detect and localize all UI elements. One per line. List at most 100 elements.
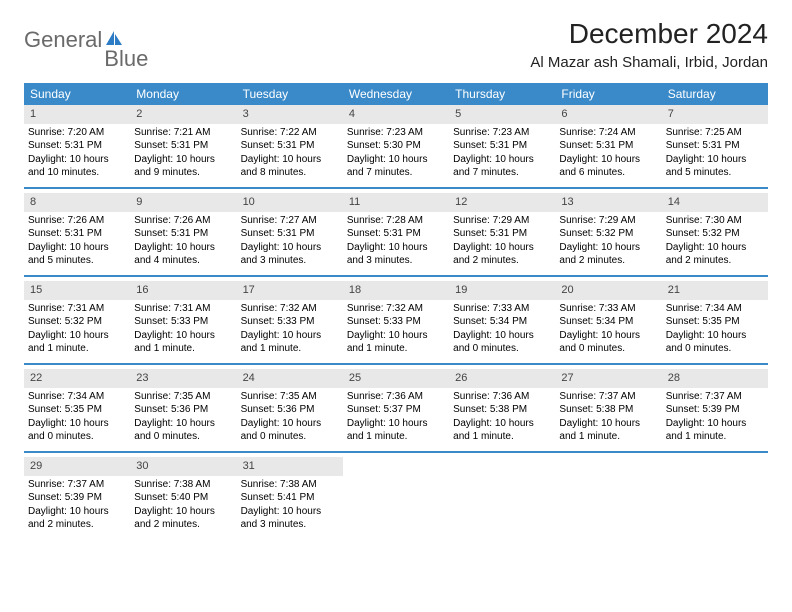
week-row: 29Sunrise: 7:37 AMSunset: 5:39 PMDayligh… bbox=[24, 457, 768, 539]
daylight-text-1: Daylight: 10 hours bbox=[134, 241, 232, 255]
sunrise-text: Sunrise: 7:26 AM bbox=[28, 214, 126, 228]
sunset-text: Sunset: 5:34 PM bbox=[559, 315, 657, 329]
sunset-text: Sunset: 5:37 PM bbox=[347, 403, 445, 417]
daylight-text-1: Daylight: 10 hours bbox=[28, 153, 126, 167]
day-cell: 14Sunrise: 7:30 AMSunset: 5:32 PMDayligh… bbox=[662, 193, 768, 275]
sunrise-text: Sunrise: 7:35 AM bbox=[134, 390, 232, 404]
sunrise-text: Sunrise: 7:20 AM bbox=[28, 126, 126, 140]
day-body: Sunrise: 7:26 AMSunset: 5:31 PMDaylight:… bbox=[24, 212, 130, 272]
day-number: 1 bbox=[24, 105, 130, 124]
daylight-text-2: and 7 minutes. bbox=[347, 166, 445, 180]
day-number: 5 bbox=[449, 105, 555, 124]
daylight-text-1: Daylight: 10 hours bbox=[559, 417, 657, 431]
daylight-text-2: and 2 minutes. bbox=[666, 254, 764, 268]
day-number: 30 bbox=[130, 457, 236, 476]
day-number: 7 bbox=[662, 105, 768, 124]
day-body: Sunrise: 7:35 AMSunset: 5:36 PMDaylight:… bbox=[130, 388, 236, 448]
sunrise-text: Sunrise: 7:29 AM bbox=[559, 214, 657, 228]
sunset-text: Sunset: 5:31 PM bbox=[559, 139, 657, 153]
sunrise-text: Sunrise: 7:24 AM bbox=[559, 126, 657, 140]
sunrise-text: Sunrise: 7:34 AM bbox=[28, 390, 126, 404]
day-cell: 2Sunrise: 7:21 AMSunset: 5:31 PMDaylight… bbox=[130, 105, 236, 187]
sunrise-text: Sunrise: 7:37 AM bbox=[559, 390, 657, 404]
daylight-text-2: and 5 minutes. bbox=[28, 254, 126, 268]
sunset-text: Sunset: 5:41 PM bbox=[241, 491, 339, 505]
day-body: Sunrise: 7:25 AMSunset: 5:31 PMDaylight:… bbox=[662, 124, 768, 184]
week-row: 15Sunrise: 7:31 AMSunset: 5:32 PMDayligh… bbox=[24, 281, 768, 365]
sunset-text: Sunset: 5:31 PM bbox=[453, 227, 551, 241]
sunset-text: Sunset: 5:31 PM bbox=[453, 139, 551, 153]
daylight-text-2: and 1 minute. bbox=[134, 342, 232, 356]
daylight-text-1: Daylight: 10 hours bbox=[347, 153, 445, 167]
day-number: 10 bbox=[237, 193, 343, 212]
day-number: 13 bbox=[555, 193, 661, 212]
sunrise-text: Sunrise: 7:33 AM bbox=[559, 302, 657, 316]
daylight-text-1: Daylight: 10 hours bbox=[453, 417, 551, 431]
sunset-text: Sunset: 5:36 PM bbox=[241, 403, 339, 417]
daylight-text-1: Daylight: 10 hours bbox=[453, 329, 551, 343]
daylight-text-2: and 1 minute. bbox=[666, 430, 764, 444]
day-number: 26 bbox=[449, 369, 555, 388]
daylight-text-2: and 3 minutes. bbox=[241, 254, 339, 268]
day-number: 29 bbox=[24, 457, 130, 476]
daylight-text-2: and 7 minutes. bbox=[453, 166, 551, 180]
daylight-text-1: Daylight: 10 hours bbox=[241, 153, 339, 167]
day-body: Sunrise: 7:31 AMSunset: 5:33 PMDaylight:… bbox=[130, 300, 236, 360]
day-cell: 23Sunrise: 7:35 AMSunset: 5:36 PMDayligh… bbox=[130, 369, 236, 451]
daylight-text-2: and 2 minutes. bbox=[559, 254, 657, 268]
daylight-text-1: Daylight: 10 hours bbox=[666, 329, 764, 343]
day-number: 31 bbox=[237, 457, 343, 476]
day-number: 2 bbox=[130, 105, 236, 124]
day-body: Sunrise: 7:28 AMSunset: 5:31 PMDaylight:… bbox=[343, 212, 449, 272]
daylight-text-2: and 0 minutes. bbox=[134, 430, 232, 444]
daylight-text-2: and 0 minutes. bbox=[559, 342, 657, 356]
sunset-text: Sunset: 5:31 PM bbox=[241, 227, 339, 241]
sunrise-text: Sunrise: 7:25 AM bbox=[666, 126, 764, 140]
day-cell: 5Sunrise: 7:23 AMSunset: 5:31 PMDaylight… bbox=[449, 105, 555, 187]
day-cell: 3Sunrise: 7:22 AMSunset: 5:31 PMDaylight… bbox=[237, 105, 343, 187]
day-body: Sunrise: 7:30 AMSunset: 5:32 PMDaylight:… bbox=[662, 212, 768, 272]
week-row: 22Sunrise: 7:34 AMSunset: 5:35 PMDayligh… bbox=[24, 369, 768, 453]
weekday-header: Friday bbox=[555, 83, 661, 105]
daylight-text-2: and 1 minute. bbox=[28, 342, 126, 356]
day-body: Sunrise: 7:38 AMSunset: 5:40 PMDaylight:… bbox=[130, 476, 236, 536]
day-cell: 18Sunrise: 7:32 AMSunset: 5:33 PMDayligh… bbox=[343, 281, 449, 363]
daylight-text-2: and 8 minutes. bbox=[241, 166, 339, 180]
day-body: Sunrise: 7:20 AMSunset: 5:31 PMDaylight:… bbox=[24, 124, 130, 184]
day-body: Sunrise: 7:36 AMSunset: 5:38 PMDaylight:… bbox=[449, 388, 555, 448]
day-number: 17 bbox=[237, 281, 343, 300]
logo-text-general: General bbox=[24, 27, 102, 53]
daylight-text-2: and 1 minute. bbox=[453, 430, 551, 444]
day-body: Sunrise: 7:33 AMSunset: 5:34 PMDaylight:… bbox=[449, 300, 555, 360]
sunset-text: Sunset: 5:31 PM bbox=[134, 227, 232, 241]
day-body: Sunrise: 7:23 AMSunset: 5:30 PMDaylight:… bbox=[343, 124, 449, 184]
daylight-text-1: Daylight: 10 hours bbox=[666, 241, 764, 255]
weekday-header: Monday bbox=[130, 83, 236, 105]
day-number: 12 bbox=[449, 193, 555, 212]
day-number: 15 bbox=[24, 281, 130, 300]
daylight-text-1: Daylight: 10 hours bbox=[28, 505, 126, 519]
day-cell: 10Sunrise: 7:27 AMSunset: 5:31 PMDayligh… bbox=[237, 193, 343, 275]
day-body: Sunrise: 7:33 AMSunset: 5:34 PMDaylight:… bbox=[555, 300, 661, 360]
week-row: 8Sunrise: 7:26 AMSunset: 5:31 PMDaylight… bbox=[24, 193, 768, 277]
logo-text-blue: Blue bbox=[104, 46, 148, 72]
sunrise-text: Sunrise: 7:31 AM bbox=[28, 302, 126, 316]
daylight-text-1: Daylight: 10 hours bbox=[347, 241, 445, 255]
day-body: Sunrise: 7:32 AMSunset: 5:33 PMDaylight:… bbox=[343, 300, 449, 360]
sunrise-text: Sunrise: 7:36 AM bbox=[453, 390, 551, 404]
daylight-text-1: Daylight: 10 hours bbox=[453, 241, 551, 255]
daylight-text-1: Daylight: 10 hours bbox=[666, 417, 764, 431]
day-cell: 30Sunrise: 7:38 AMSunset: 5:40 PMDayligh… bbox=[130, 457, 236, 539]
sunrise-text: Sunrise: 7:36 AM bbox=[347, 390, 445, 404]
day-number: 14 bbox=[662, 193, 768, 212]
sunset-text: Sunset: 5:31 PM bbox=[666, 139, 764, 153]
daylight-text-2: and 1 minute. bbox=[241, 342, 339, 356]
sunrise-text: Sunrise: 7:21 AM bbox=[134, 126, 232, 140]
day-cell: 8Sunrise: 7:26 AMSunset: 5:31 PMDaylight… bbox=[24, 193, 130, 275]
sunrise-text: Sunrise: 7:28 AM bbox=[347, 214, 445, 228]
sunrise-text: Sunrise: 7:32 AM bbox=[241, 302, 339, 316]
day-body: Sunrise: 7:38 AMSunset: 5:41 PMDaylight:… bbox=[237, 476, 343, 536]
day-cell: 1Sunrise: 7:20 AMSunset: 5:31 PMDaylight… bbox=[24, 105, 130, 187]
day-body: Sunrise: 7:21 AMSunset: 5:31 PMDaylight:… bbox=[130, 124, 236, 184]
daylight-text-2: and 6 minutes. bbox=[559, 166, 657, 180]
